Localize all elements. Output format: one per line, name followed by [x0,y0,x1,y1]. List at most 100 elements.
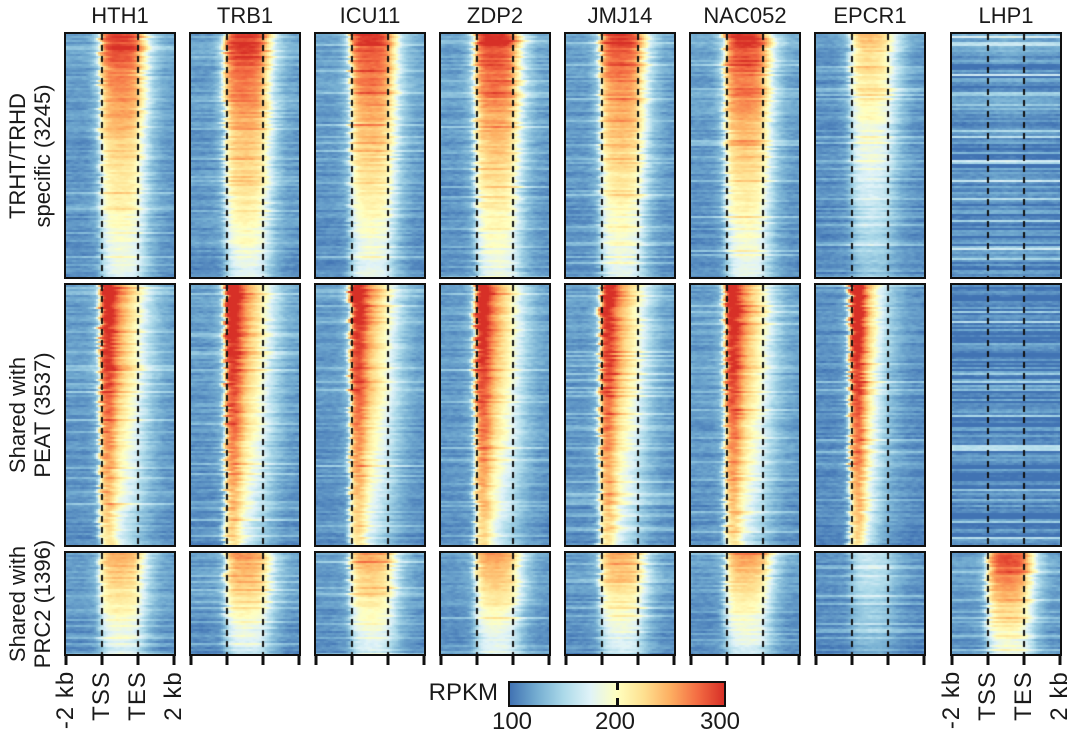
heatmap-canvas [566,553,674,654]
row-group-label-line2: specific (3245) [30,83,55,228]
row-group-label-line2: PRC2 (1396) [30,539,55,668]
heatmap-panel-icu11-group2 [314,283,426,547]
x-axis-tick [297,654,301,665]
column-header-nac052: NAC052 [703,3,787,28]
heatmap-canvas [691,285,799,545]
x-axis-tick [986,654,990,665]
heatmap-panel-icu11-group1 [314,32,426,279]
heatmap-canvas [191,34,299,277]
row-group-label-line1: Shared with [5,356,30,474]
heatmap-panel-zdp2-group1 [439,32,551,279]
x-axis-tick [386,654,390,665]
heatmap-canvas [816,285,924,545]
colorbar-mid-tick [615,683,619,690]
x-axis-tick [439,654,443,665]
x-axis-tick [511,654,515,665]
heatmap-panel-hth1-group1 [64,32,176,279]
column-header-lhp1: LHP1 [978,3,1034,28]
x-axis-tick [950,654,954,665]
x-axis-label-2: TES [124,670,152,721]
column-header-icu11: ICU11 [339,3,401,28]
x-axis-tick [672,654,676,665]
x-axis-tick [547,654,551,665]
heatmap-canvas [441,34,549,277]
heatmap-panel-lhp1-group2 [950,283,1062,547]
x-axis-tick [886,654,890,665]
heatmap-canvas [441,553,549,654]
heatmap-canvas [952,285,1060,545]
heatmap-canvas [952,34,1060,277]
heatmap-panel-hth1-group3 [64,551,176,656]
x-axis-tick [689,654,693,665]
x-axis-tick [475,654,479,665]
heatmap-panel-hth1-group2 [64,283,176,547]
column-header-zdp2: ZDP2 [466,3,524,28]
heatmap-panel-trb1-group3 [189,551,301,656]
x-axis-tick [797,654,801,665]
x-axis-label-2: TES [1010,670,1038,721]
heatmap-canvas [566,34,674,277]
x-axis-tick [922,654,926,665]
x-axis-label-1: TSS [973,670,1001,721]
heatmap-canvas [691,553,799,654]
heatmap-canvas [691,34,799,277]
x-axis-tick [636,654,640,665]
column-header-trb1: TRB1 [216,3,274,28]
heatmap-panel-nac052-group3 [689,551,801,656]
x-axis-label-0: -2 kb [938,670,965,730]
row-group-label-line2: PEAT (3537) [30,352,55,478]
colorbar-value-min: 100 [491,708,533,735]
x-axis-tick [600,654,604,665]
x-axis-tick [136,654,140,665]
heatmap-panel-zdp2-group2 [439,283,551,547]
x-axis-label-3: 2 kb [160,670,187,721]
heatmap-panel-icu11-group3 [314,551,426,656]
x-axis-tick [225,654,229,665]
heatmap-panel-epcr1-group1 [814,32,926,279]
colorbar [508,681,726,707]
heatmap-canvas [66,285,174,545]
x-axis-tick [350,654,354,665]
x-axis-label-3: 2 kb [1046,670,1073,721]
colorbar-label: RPKM [428,679,498,706]
heatmap-panel-zdp2-group3 [439,551,551,656]
heatmap-canvas [191,285,299,545]
x-axis-tick [100,654,104,665]
x-axis-tick [314,654,318,665]
x-axis-label-1: TSS [87,670,115,721]
heatmap-panel-epcr1-group3 [814,551,926,656]
x-axis-tick [850,654,854,665]
heatmap-panel-jmj14-group1 [564,32,676,279]
x-axis-tick [189,654,193,665]
x-axis-tick [761,654,765,665]
heatmap-canvas [66,553,174,654]
column-header-hth1: HTH1 [91,3,149,28]
heatmap-canvas [316,34,424,277]
x-axis-tick [1022,654,1026,665]
colorbar-gradient [510,683,724,705]
x-axis-tick [1058,654,1062,665]
column-header-epcr1: EPCR1 [833,3,907,28]
colorbar-value-mid: 200 [594,708,636,735]
x-axis-tick [261,654,265,665]
colorbar-value-max: 300 [699,708,741,735]
heatmap-canvas [316,553,424,654]
heatmap-panel-nac052-group1 [689,32,801,279]
heatmap-canvas [952,553,1060,654]
row-group-label-line1: TRHT/TRHD [5,92,30,219]
heatmap-canvas [316,285,424,545]
heatmap-panel-trb1-group1 [189,32,301,279]
x-axis-tick [725,654,729,665]
heatmap-canvas [66,34,174,277]
x-axis-tick [172,654,176,665]
heatmap-panel-epcr1-group2 [814,283,926,547]
heatmap-panel-lhp1-group1 [950,32,1062,279]
colorbar-mid-tick [615,698,619,705]
x-axis-tick [564,654,568,665]
heatmap-canvas [441,285,549,545]
heatmap-panel-lhp1-group3 [950,551,1062,656]
heatmap-canvas [191,553,299,654]
x-axis-label-0: -2 kb [52,670,79,730]
column-header-jmj14: JMJ14 [587,3,653,28]
